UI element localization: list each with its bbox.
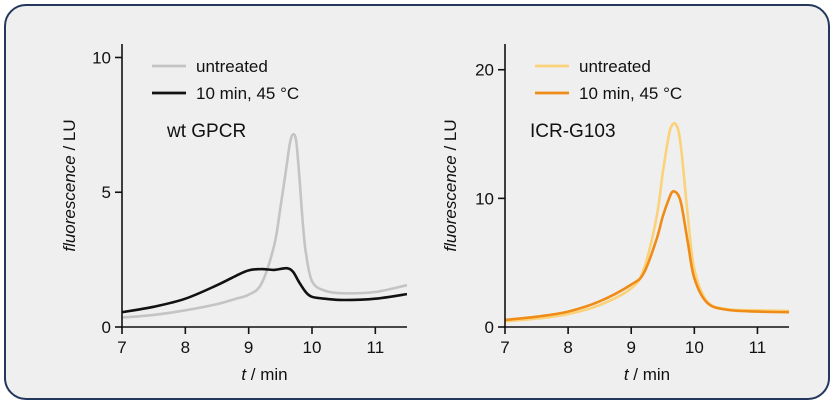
legend-label-2: 10 min, 45 °C xyxy=(579,84,682,103)
y-axis-label: fluorescence / LU xyxy=(60,119,79,251)
x-tick-label: 7 xyxy=(117,338,126,357)
legend-label-1: untreated xyxy=(579,57,651,76)
x-tick-label: 8 xyxy=(181,338,190,357)
y-axis-label-unit: / LU xyxy=(60,119,79,155)
panel-annotation: wt GPCR xyxy=(166,121,246,142)
series-line-2 xyxy=(505,190,789,322)
series-line-1 xyxy=(505,121,789,323)
series-line-1 xyxy=(122,132,407,319)
y-axis-label-var: fluorescence xyxy=(60,155,79,251)
x-tick-label: 7 xyxy=(500,338,509,357)
x-tick-label: 9 xyxy=(626,338,635,357)
x-tick-label: 11 xyxy=(367,338,385,357)
x-axis-label-var: t xyxy=(241,365,247,384)
y-tick-label: 20 xyxy=(475,61,494,80)
legend-label-2: 10 min, 45 °C xyxy=(196,84,299,103)
y-tick-label: 0 xyxy=(102,318,111,337)
x-tick-label: 11 xyxy=(749,338,767,357)
y-tick-label: 10 xyxy=(475,189,494,208)
y-tick-label: 10 xyxy=(92,48,111,67)
x-tick-label: 9 xyxy=(244,338,253,357)
panel-annotation: ICR-G103 xyxy=(530,121,616,142)
x-tick-label: 8 xyxy=(563,338,572,357)
chart-panel-1: 7 8 9 10 11 0 5 10 t / min fluorescence / LU untre… xyxy=(60,44,407,384)
y-axis-label-var: fluorescence xyxy=(441,155,460,251)
x-tick-label: 10 xyxy=(303,338,322,357)
y-axis-label-unit: / LU xyxy=(441,119,460,155)
x-tick-label: 10 xyxy=(685,338,704,357)
x-axis-label: t / min xyxy=(241,365,287,384)
y-tick-label: 5 xyxy=(102,183,111,202)
x-axis-label: t / min xyxy=(624,365,670,384)
legend-label-1: untreated xyxy=(196,57,268,76)
x-axis-label-unit: / min xyxy=(246,365,288,384)
chart-panel-2: 7 8 9 10 11 0 10 20 t / min fluorescence / LU untr… xyxy=(441,44,789,384)
x-axis-label-var: t xyxy=(624,365,630,384)
series-line-2 xyxy=(122,266,407,314)
y-tick-label: 0 xyxy=(485,318,494,337)
x-axis-label-unit: / min xyxy=(629,365,671,384)
figure-frame xyxy=(4,4,830,400)
y-axis-label: fluorescence / LU xyxy=(441,119,460,251)
